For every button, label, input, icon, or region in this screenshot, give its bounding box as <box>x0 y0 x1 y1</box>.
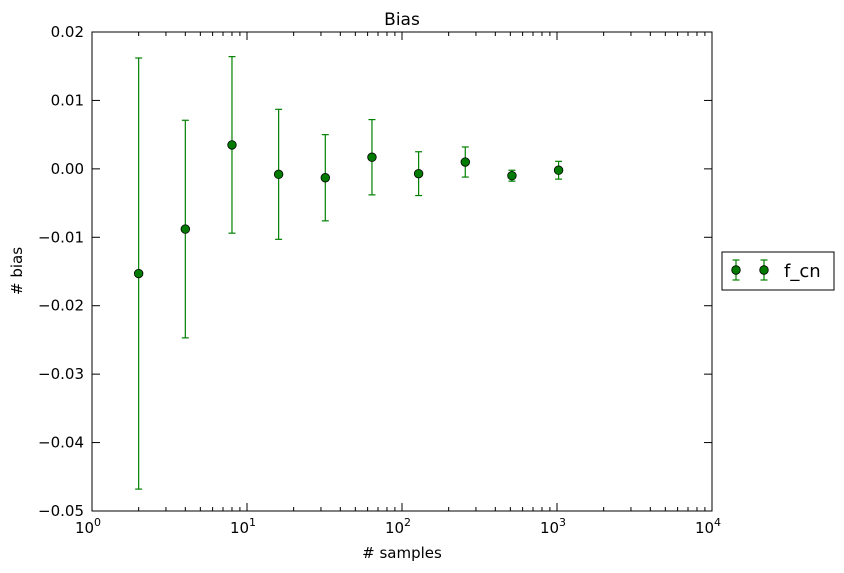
legend-box <box>721 251 835 291</box>
x-tick-exponent: 2 <box>404 516 411 529</box>
data-point <box>227 140 237 150</box>
data-point <box>133 268 144 279</box>
data-point <box>273 169 284 180</box>
data-point <box>460 157 470 167</box>
x-tick-base: 10 <box>695 519 714 537</box>
x-tick-base: 10 <box>230 519 249 537</box>
x-tick-exponent: 1 <box>249 516 256 529</box>
x-tick-label: 101 <box>230 516 256 537</box>
data-point <box>320 173 330 183</box>
y-tick-label: −0.01 <box>38 228 84 246</box>
y-tick-label: −0.05 <box>38 502 84 520</box>
data-point <box>367 152 377 162</box>
data-point <box>553 165 564 175</box>
axis-ticks: 100 101 102 103 1040.020.010.00−0.01−0.02−0.… <box>38 23 721 537</box>
legend-label: f_cn <box>784 261 821 282</box>
y-tick-label: −0.04 <box>38 434 84 452</box>
legend-marker <box>759 265 769 275</box>
y-axis-label: # bias <box>8 247 26 295</box>
x-axis-label: # samples <box>362 544 442 562</box>
x-tick-exponent: 4 <box>714 516 721 529</box>
plot-area <box>133 56 564 490</box>
x-tick-base: 10 <box>75 519 94 537</box>
x-tick-exponent: 0 <box>94 516 101 529</box>
y-tick-label: 0.00 <box>51 160 84 178</box>
data-point <box>413 168 424 179</box>
x-tick-label: 103 <box>540 516 566 537</box>
x-tick-exponent: 3 <box>559 516 566 529</box>
x-tick-base: 10 <box>540 519 559 537</box>
legend: f_cn <box>721 251 835 291</box>
y-tick-label: 0.01 <box>51 91 84 109</box>
data-point <box>180 224 191 234</box>
x-tick-label: 104 <box>695 516 721 537</box>
y-tick-label: 0.02 <box>51 23 84 41</box>
chart-title: Bias <box>384 10 420 30</box>
x-tick-label: 102 <box>385 516 411 537</box>
y-tick-label: −0.02 <box>38 297 84 315</box>
legend-marker <box>731 265 741 275</box>
x-tick-label: 100 <box>75 516 101 537</box>
data-point <box>507 170 517 181</box>
x-tick-base: 10 <box>385 519 404 537</box>
y-tick-label: −0.03 <box>38 365 84 383</box>
